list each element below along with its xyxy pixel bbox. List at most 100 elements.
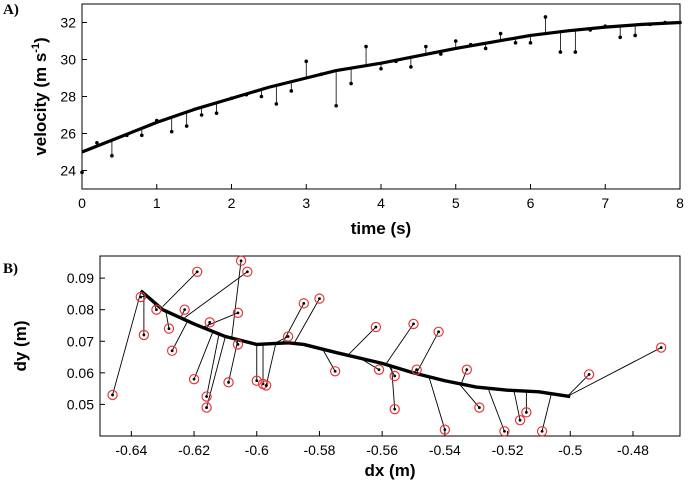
b-marker-ring	[370, 321, 382, 333]
b-marker-dot	[192, 377, 196, 381]
b-marker-dot	[503, 429, 506, 433]
b-marker-ring	[433, 326, 444, 337]
b-y-tick-label: 0.07	[67, 333, 94, 349]
a-y-tick-label: 24	[60, 163, 76, 179]
a-y-axis-label: velocity (m s-1)	[30, 37, 50, 155]
a-raw-point	[125, 133, 129, 138]
a-raw-point	[468, 42, 473, 47]
a-raw-point	[483, 46, 488, 51]
a-x-tick-label: 1	[153, 195, 161, 211]
b-marker-ring	[536, 426, 548, 437]
b-connector-line	[293, 298, 320, 344]
b-marker-ring	[373, 364, 385, 375]
b-plot-frame	[99, 255, 681, 437]
panel-b-label: B)	[3, 261, 18, 277]
b-marker-ring	[135, 291, 146, 303]
a-raw-point	[110, 153, 114, 158]
b-marker-ring	[232, 339, 244, 350]
a-raw-point	[259, 94, 264, 99]
b-marker-dot	[245, 270, 249, 274]
b-marker-dot	[264, 384, 268, 387]
a-raw-point	[169, 129, 174, 134]
a-raw-point	[603, 24, 608, 29]
a-raw-point	[140, 133, 144, 138]
b-connector-line	[228, 339, 239, 383]
b-connector-line	[206, 333, 220, 397]
a-raw-point	[334, 103, 338, 108]
a-raw-point	[95, 140, 99, 145]
b-marker-ring	[314, 293, 325, 304]
b-marker-dot	[374, 325, 378, 329]
b-marker-ring	[188, 373, 200, 385]
b-marker-ring	[242, 266, 253, 277]
a-y-tick-label: 30	[60, 52, 76, 68]
a-raw-point	[304, 59, 309, 64]
b-marker-dot	[170, 349, 174, 353]
b-marker-ring	[655, 342, 667, 353]
b-marker-dot	[167, 327, 171, 331]
b-connector-line	[231, 260, 242, 339]
a-raw-point	[409, 65, 413, 69]
a-series-smoothed-line	[81, 20, 681, 154]
a-x-tick-label: 7	[601, 195, 609, 211]
b-marker-dot	[239, 259, 243, 263]
a-raw-point	[439, 52, 443, 56]
b-x-tick-label: -0.62	[178, 442, 210, 458]
a-raw-point	[289, 89, 294, 93]
b-connector-line	[541, 393, 552, 432]
b-connector-line	[384, 323, 414, 366]
b-marker-ring	[251, 375, 262, 386]
b-marker-ring	[521, 407, 532, 418]
a-raw-point	[349, 81, 353, 86]
b-connector-line	[193, 331, 214, 380]
b-connector-line	[428, 377, 446, 430]
a-raw-point	[573, 50, 578, 54]
b-marker-ring	[282, 331, 294, 342]
b-x-tick-label: -0.6	[245, 442, 269, 458]
a-x-axis-label: time (s)	[351, 219, 411, 238]
b-x-tick-label: -0.52	[492, 442, 524, 458]
b-x-tick-label: -0.64	[115, 442, 147, 458]
a-raw-point	[558, 50, 563, 54]
b-marker-ring	[411, 364, 422, 375]
b-connector-line	[566, 347, 662, 397]
b-marker-ring	[232, 307, 244, 319]
b-marker-dot	[540, 429, 544, 433]
panel-a-label: A)	[3, 2, 19, 18]
b-marker-ring	[201, 402, 212, 413]
a-raw-point	[543, 15, 548, 19]
b-marker-dot	[393, 407, 397, 411]
b-marker-ring	[166, 345, 178, 356]
b-marker-dot	[477, 406, 481, 409]
b-x-tick-label: -0.58	[303, 442, 335, 458]
b-marker-dot	[205, 395, 208, 398]
b-connector-line	[112, 292, 142, 396]
b-x-tick-label: -0.48	[617, 442, 649, 458]
b-x-tick-label: -0.56	[366, 442, 398, 458]
b-marker-ring	[583, 369, 595, 380]
a-raw-point	[184, 124, 189, 128]
b-y-tick-label: 0.05	[67, 396, 94, 412]
b-connector-line	[265, 344, 277, 386]
a-raw-point	[199, 113, 204, 117]
a-x-tick-label: 2	[228, 195, 236, 211]
b-connector-line	[391, 366, 396, 410]
b-connector-line	[162, 271, 198, 307]
a-raw-point	[244, 92, 249, 97]
b-connector-line	[171, 320, 189, 351]
b-marker-dot	[286, 335, 290, 338]
a-raw-point	[154, 118, 159, 123]
a-x-tick-label: 8	[676, 195, 684, 211]
a-raw-point	[663, 20, 667, 25]
b-x-tick-label: -0.54	[429, 442, 461, 458]
a-y-axis-label-base: velocity (m s	[31, 53, 50, 156]
a-raw-point	[513, 41, 518, 45]
a-raw-point	[274, 102, 279, 106]
b-marker-ring	[474, 402, 485, 413]
b-connector-line	[347, 326, 377, 356]
b-marker-dot	[443, 428, 447, 432]
b-marker-ring	[514, 415, 526, 426]
b-marker-dot	[318, 297, 321, 301]
b-y-tick-label: 0.09	[67, 270, 94, 286]
